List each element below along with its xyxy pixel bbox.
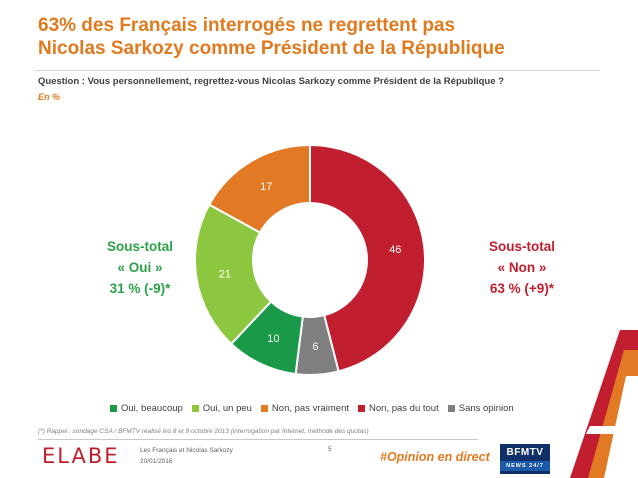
legend-label: Non, pas vraiment: [271, 403, 350, 414]
bfmtv-logo-bottom: NEWS 24/7: [500, 461, 550, 471]
slice-oui-un-peu: [194, 203, 273, 346]
footnote: (*) Rappel : sondage CSA / BFMTV réalisé…: [38, 428, 369, 435]
legend-label: Sans opinion: [458, 403, 514, 414]
data-label-non-pas-vraiment: 17: [260, 181, 272, 193]
legend-swatch: [358, 405, 366, 412]
subtotal-non-line-1: Sous-total: [489, 239, 555, 254]
survey-question: Question : Vous personnellement, regrett…: [38, 76, 504, 87]
slice-non-pas-du-tout: [309, 145, 426, 373]
donut-chart: 46 6 10 21 17: [194, 145, 426, 376]
footer-meta: Les Français et Nicolas Sarkozy 20/01/20…: [140, 445, 233, 467]
data-label-sans-opinion: 6: [312, 341, 318, 353]
legend-label: Oui, beaucoup: [121, 403, 183, 414]
data-label-oui-beaucoup: 10: [267, 333, 279, 345]
legend-swatch: [260, 405, 268, 412]
chart-legend: Oui, beaucoup Oui, un peu Non, pas vraimen…: [110, 403, 540, 414]
hashtag: #Opinion en direct: [380, 450, 490, 464]
footer-study: Les Français et Nicolas Sarkozy: [140, 447, 233, 454]
page-number: 5: [328, 446, 332, 453]
footer-divider: [38, 439, 478, 440]
data-label-non-pas-du-tout: 46: [389, 244, 401, 256]
title-line-1: 63% des Français interrogés ne regretten…: [38, 15, 456, 36]
footer-date: 20/01/2016: [140, 458, 173, 465]
page-title: 63% des Français interrogés ne regretten…: [38, 14, 598, 60]
legend-swatch: [110, 405, 117, 412]
subtotal-non-line-2: « Non »: [497, 260, 547, 275]
bfmtv-logo-top: BFMTV: [506, 447, 544, 458]
legend-swatch: [447, 405, 455, 412]
legend-label: Non, pas du tout: [369, 403, 439, 414]
legend-item-sans-opinion: Sans opinion: [447, 403, 514, 414]
legend-label: Oui, un peu: [202, 403, 252, 414]
subtotal-oui-line-2: « Oui »: [117, 260, 163, 275]
slice-non-pas-vraiment: [207, 145, 311, 234]
elabe-logo: ELABE: [42, 444, 120, 468]
legend-swatch: [191, 405, 199, 412]
bfmtv-logo: BFMTV NEWS 24/7: [500, 444, 550, 474]
unit-label: En %: [38, 92, 61, 102]
subtotal-oui-line-3: 31 % (-9)*: [109, 281, 171, 296]
subtotal-non-line-3: 63 % (+9)*: [489, 281, 555, 296]
legend-item-oui-un-peu: Oui, un peu: [191, 403, 252, 414]
subtotal-non: Sous-total « Non » 63 % (+9)*: [462, 236, 582, 299]
subtotal-oui: Sous-total « Oui » 31 % (-9)*: [80, 236, 200, 299]
brand-mark-icon: [570, 330, 638, 478]
legend-item-non-pas-du-tout: Non, pas du tout: [358, 403, 439, 414]
title-line-2: Nicolas Sarkozy comme Président de la Ré…: [38, 38, 505, 59]
title-divider: [34, 70, 600, 71]
data-label-oui-un-peu: 21: [219, 268, 231, 280]
legend-item-non-pas-vraiment: Non, pas vraiment: [260, 403, 350, 414]
subtotal-oui-line-1: Sous-total: [107, 239, 173, 254]
legend-item-oui-beaucoup: Oui, beaucoup: [110, 403, 183, 414]
